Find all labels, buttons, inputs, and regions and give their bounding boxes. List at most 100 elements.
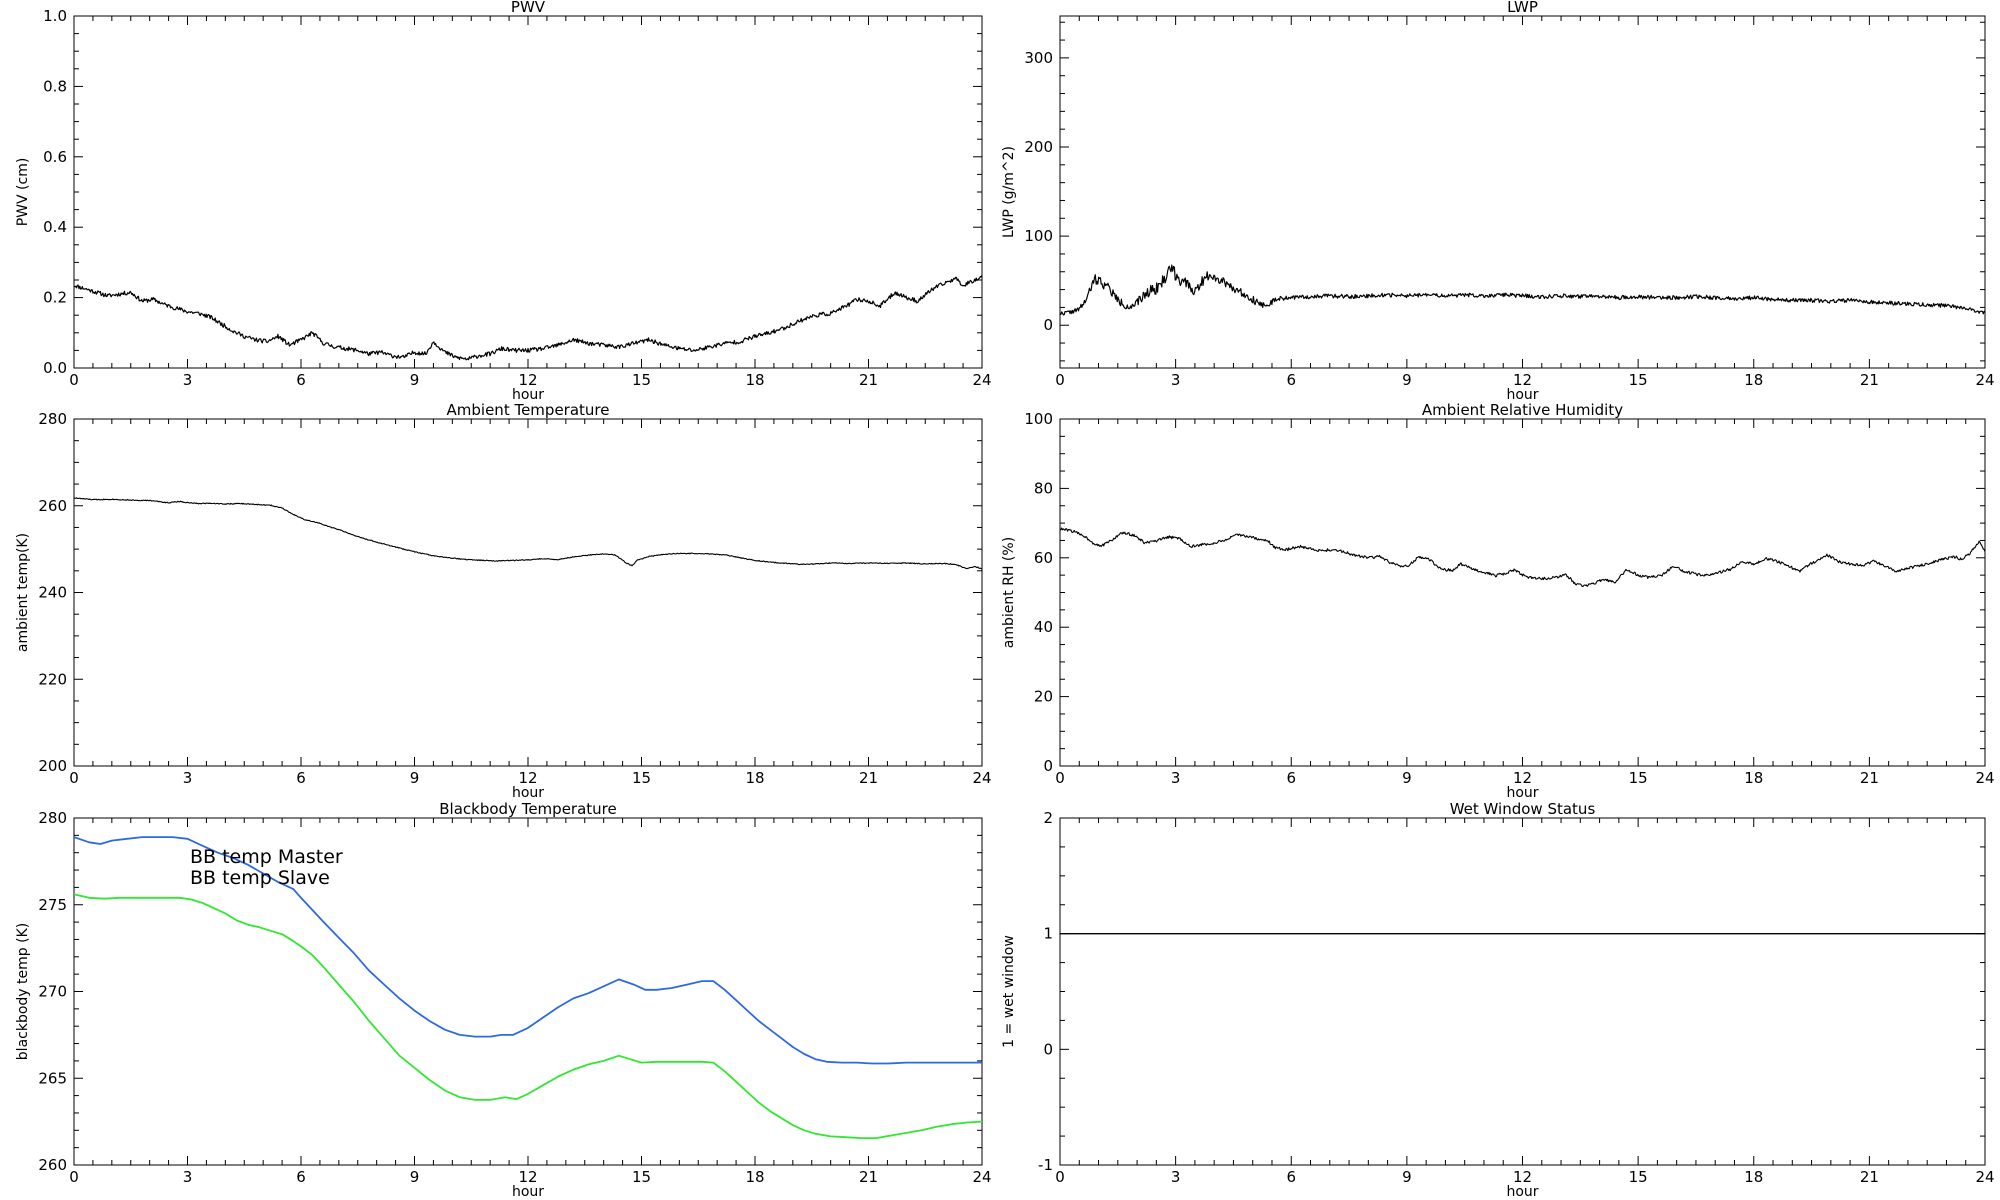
blackbody-temperature-y-axis [74,817,982,1166]
ambient-temperature-y-axis-title: ambient temp(K) [15,533,31,652]
lwp-x-tick-label: 12 [1513,371,1532,389]
blackbody-temperature-x-tick-label: 3 [183,1168,193,1186]
blackbody-temperature-y-tick-label: 270 [38,983,67,1001]
blackbody-temperature-x-tick-label: 0 [69,1168,79,1186]
ambient-temperature-y-tick-label: 280 [38,410,67,428]
blackbody-temperature-series-bb-temp-slave [74,893,982,1139]
ambient-relative-humidity-x-tick-label: 0 [1055,769,1065,787]
pwv-x-axis-title: hour [512,387,544,403]
wet-window-status-y-tick-label: 0 [1043,1040,1053,1058]
blackbody-temperature-y-tick-label: 280 [38,809,67,827]
blackbody-temperature-y-tick-label: 265 [38,1069,67,1087]
wet-window-status-x-tick-label: 21 [1860,1168,1879,1186]
pwv-y-tick-label: 0.4 [43,218,67,236]
plot-lwp: 0 3 6 9 12 15 18 21 24 hour 0 100 200 300 LWP (g/m^2) L… [1001,0,1995,403]
wet-window-status-axes-box [1059,817,1986,1166]
pwv-x-tick-label: 24 [972,371,991,389]
ambient-relative-humidity-x-tick-label: 21 [1860,769,1879,787]
blackbody-temperature-y-axis-title: blackbody temp (K) [15,923,31,1060]
blackbody-temperature-x-tick-label: 24 [972,1168,991,1186]
wet-window-status-y-tick-label: 2 [1043,809,1053,827]
blackbody-temperature-x-tick-label: 15 [632,1168,651,1186]
ambient-relative-humidity-x-tick-label: 24 [1975,769,1994,787]
blackbody-temperature-title: Blackbody Temperature [439,800,616,818]
ambient-temperature-x-tick-label: 0 [69,769,79,787]
ambient-temperature-y-tick-label: 260 [38,497,67,515]
ambient-temperature-x-tick-label: 24 [972,769,991,787]
ambient-relative-humidity-title: Ambient Relative Humidity [1422,401,1623,419]
wet-window-status-x-tick-label: 24 [1975,1168,1994,1186]
ambient-temperature-x-tick-label: 12 [518,769,537,787]
ambient-temperature-title: Ambient Temperature [447,401,610,419]
ambient-relative-humidity-y-tick-label: 40 [1034,618,1053,636]
ambient-temperature-y-tick-label: 220 [38,670,67,688]
blackbody-temperature-legend-label: BB temp Master [190,846,343,868]
pwv-axes-box [73,15,983,369]
plot-ambient-temperature: 0 3 6 9 12 15 18 21 24 hour 200 220 240 260 280 ambient… [15,401,992,801]
blackbody-temperature-x-tick-label: 9 [410,1168,420,1186]
lwp-x-axis-title: hour [1506,387,1538,403]
wet-window-status-x-tick-label: 12 [1513,1168,1532,1186]
lwp-axes-box [1059,15,1986,369]
wet-window-status-y-tick-label: -1 [1038,1156,1053,1174]
pwv-y-tick-label: 0.8 [43,77,67,95]
blackbody-temperature-x-tick-label: 6 [296,1168,306,1186]
lwp-y-tick-label: 300 [1024,49,1053,67]
lwp-y-tick-label: 200 [1024,138,1053,156]
ambient-relative-humidity-y-tick-label: 20 [1034,688,1053,706]
wet-window-status-x-tick-label: 0 [1055,1168,1065,1186]
plot-pwv: 0 3 6 9 12 15 18 21 24 hour 0.0 0.2 0.4 0.6 0.8 1.0 PWV … [15,0,992,403]
ambient-temperature-x-tick-label: 6 [296,769,306,787]
lwp-x-tick-label: 0 [1055,371,1065,389]
ambient-relative-humidity-x-axis-title: hour [1506,785,1538,801]
pwv-x-tick-label: 6 [296,371,306,389]
ambient-relative-humidity-x-tick-label: 15 [1629,769,1648,787]
wet-window-status-y-tick-label: 1 [1043,925,1053,943]
wet-window-status-y-axis-title: 1 = wet window [1001,935,1017,1048]
pwv-x-tick-label: 21 [859,371,878,389]
blackbody-temperature-x-tick-label: 12 [518,1168,537,1186]
wet-window-status-x-axis-title: hour [1506,1184,1538,1200]
lwp-y-tick-label: 0 [1043,316,1053,334]
wet-window-status-x-axis [1059,818,1986,1165]
ambient-relative-humidity-y-tick-label: 100 [1024,410,1053,428]
pwv-y-tick-label: 0.6 [43,148,67,166]
ambient-temperature-x-tick-label: 15 [632,769,651,787]
blackbody-temperature-x-axis [73,818,983,1165]
ambient-relative-humidity-x-tick-label: 12 [1513,769,1532,787]
wet-window-status-x-tick-label: 3 [1171,1168,1181,1186]
lwp-x-tick-label: 9 [1402,371,1412,389]
wet-window-status-x-tick-label: 18 [1744,1168,1763,1186]
pwv-y-tick-label: 1.0 [43,7,67,25]
ambient-temperature-x-axis-title: hour [512,785,544,801]
blackbody-temperature-x-tick-label: 18 [745,1168,764,1186]
pwv-x-tick-label: 3 [183,371,193,389]
pwv-x-tick-label: 0 [69,371,79,389]
lwp-x-tick-label: 3 [1171,371,1181,389]
wet-window-status-x-tick-label: 15 [1629,1168,1648,1186]
pwv-x-tick-label: 12 [518,371,537,389]
lwp-x-axis [1059,16,1986,368]
blackbody-temperature-series-bb-temp-master [74,836,982,1065]
lwp-x-tick-label: 15 [1629,371,1648,389]
ambient-relative-humidity-x-tick-label: 9 [1402,769,1412,787]
lwp-y-axis-title: LWP (g/m^2) [1001,146,1017,238]
ambient-temperature-x-axis [73,419,983,766]
ambient-relative-humidity-x-tick-label: 3 [1171,769,1181,787]
ambient-temperature-x-tick-label: 3 [183,769,193,787]
lwp-series-lwp [1060,264,1985,316]
wet-window-status-y-axis [1060,817,1985,1166]
ambient-temperature-x-tick-label: 21 [859,769,878,787]
wet-window-status-x-tick-label: 6 [1286,1168,1296,1186]
lwp-title: LWP [1507,0,1538,16]
pwv-y-tick-label: 0.0 [43,359,67,377]
blackbody-temperature-x-tick-label: 21 [859,1168,878,1186]
pwv-y-tick-label: 0.2 [43,289,67,307]
blackbody-temperature-y-tick-label: 260 [38,1156,67,1174]
ambient-temperature-x-tick-label: 9 [410,769,420,787]
ambient-relative-humidity-x-tick-label: 6 [1286,769,1296,787]
